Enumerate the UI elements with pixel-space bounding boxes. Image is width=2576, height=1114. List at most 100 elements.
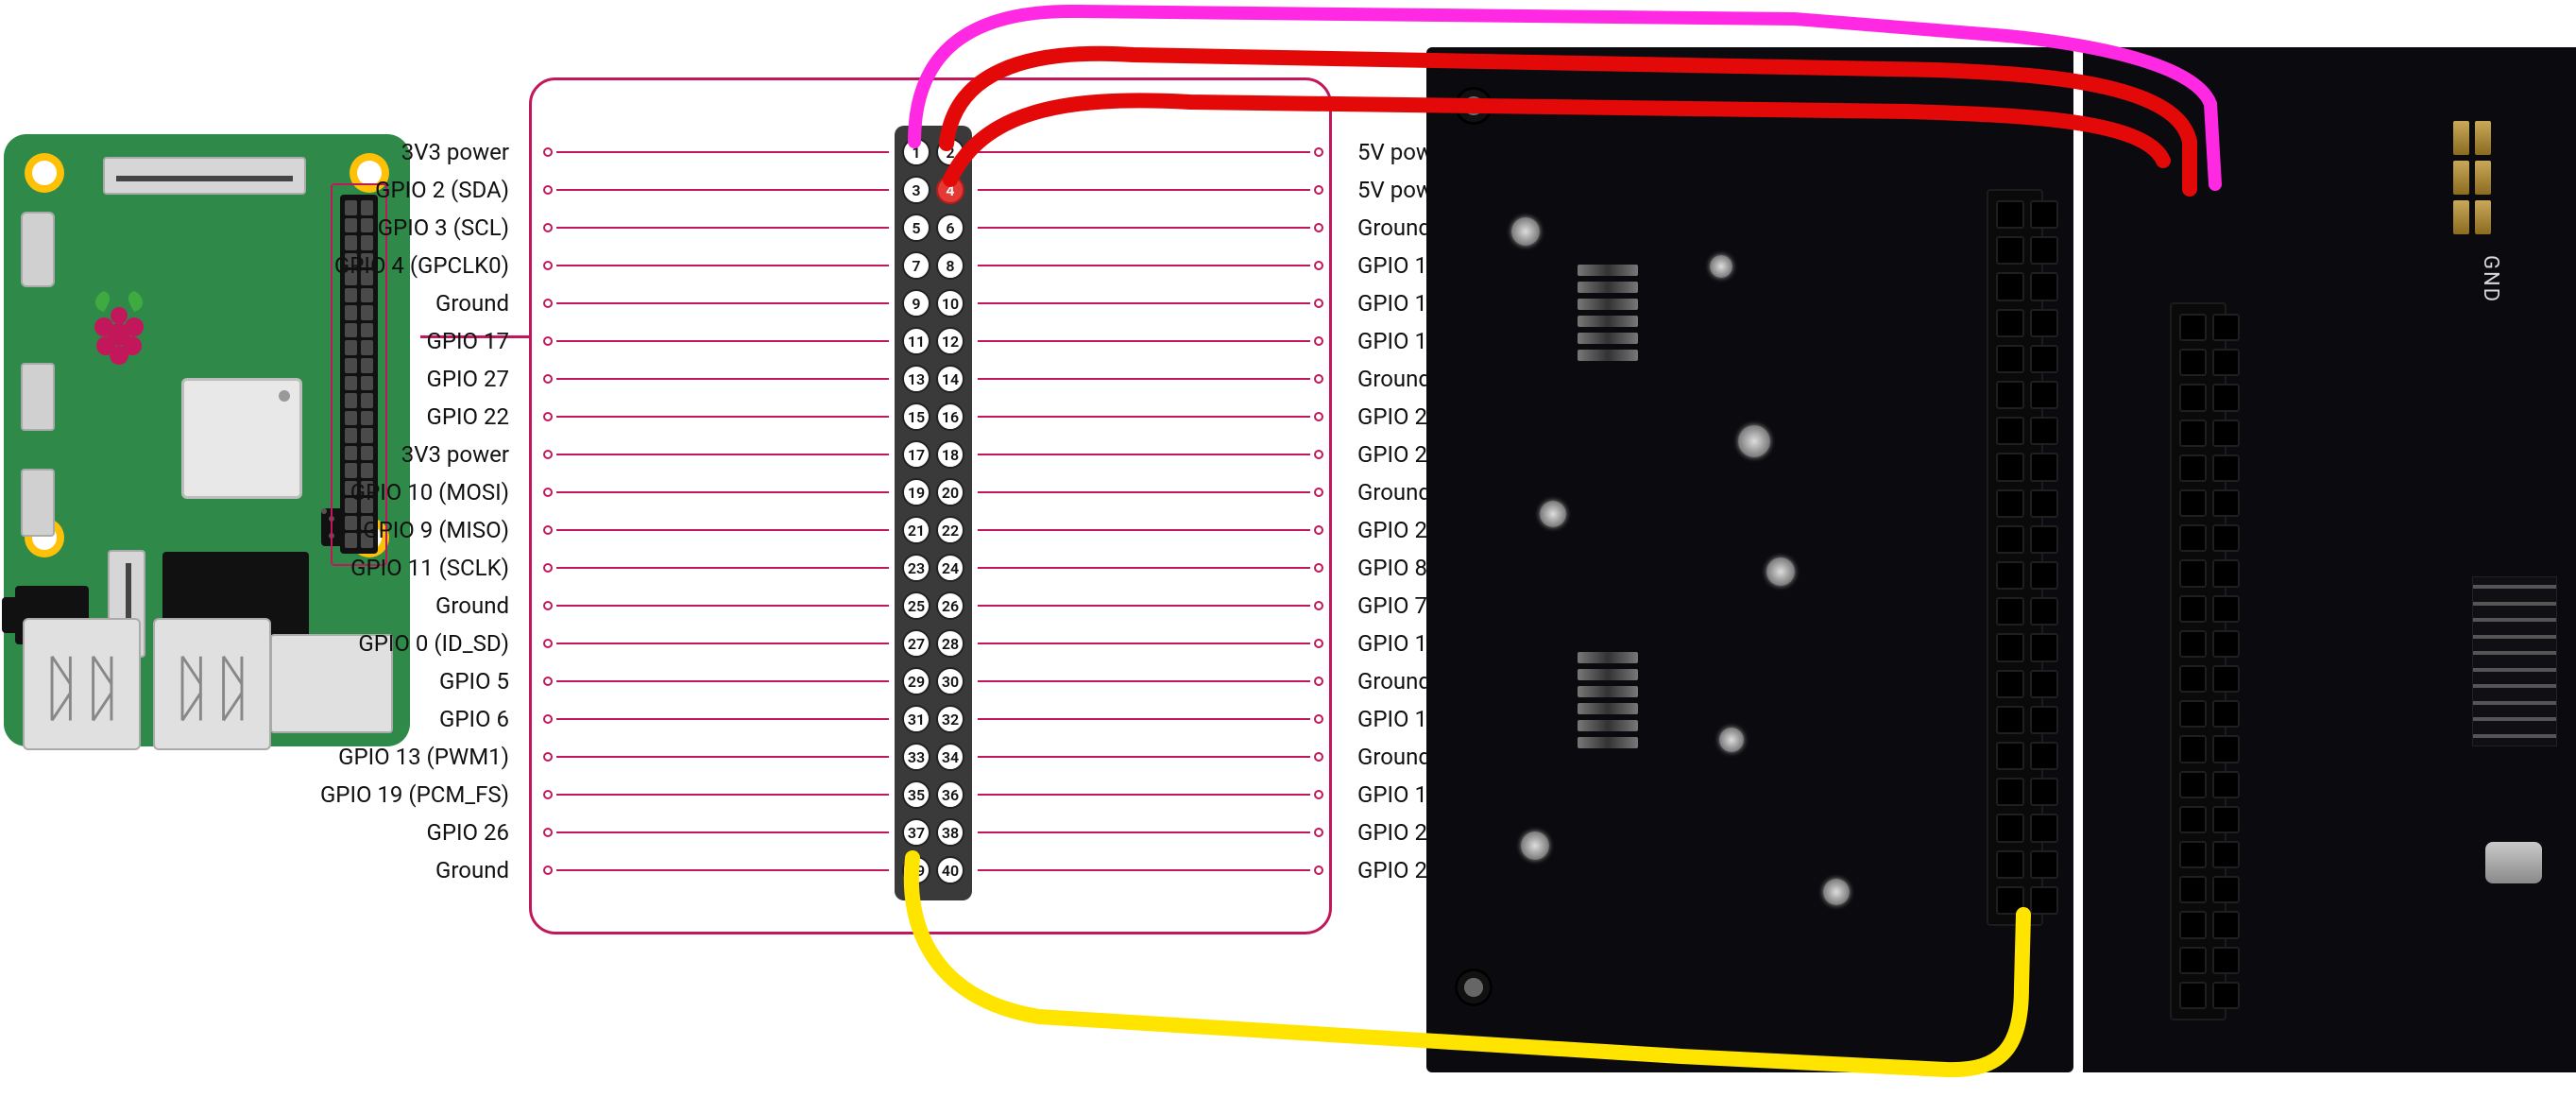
solder-blob-icon xyxy=(1521,831,1549,860)
pin-circle: 32 xyxy=(936,705,964,733)
pin-circle: 35 xyxy=(902,780,930,809)
pin-row: GPIO 0 (ID_SD)2728GPIO 1 (ID_SC) xyxy=(895,625,972,662)
pin-circle: 3 xyxy=(902,176,930,204)
mount-hole-icon xyxy=(1455,87,1493,125)
pin-label-left: GPIO 6 xyxy=(439,706,509,732)
pin-circle: 23 xyxy=(902,554,930,582)
target-pcb-main xyxy=(1426,47,2073,1072)
pin-label-left: GPIO 10 (MOSI) xyxy=(350,479,509,506)
pin-label-left: GPIO 4 (GPCLK0) xyxy=(334,252,509,279)
usb-port-icon xyxy=(23,618,141,750)
pin-circle: 14 xyxy=(936,365,964,393)
ic-chip-icon xyxy=(2472,576,2557,746)
pin-circle: 13 xyxy=(902,365,930,393)
pinout-rows: 3V3 power125V powerGPIO 2 (SDA)345V powe… xyxy=(895,133,972,889)
pin-circle: 18 xyxy=(936,440,964,469)
pin-label-left: GPIO 27 xyxy=(427,366,509,392)
solder-blob-icon xyxy=(1540,501,1566,527)
pin-label-left: GPIO 13 (PWM1) xyxy=(338,744,509,770)
pin-circle: 17 xyxy=(902,440,930,469)
pin-circle: 15 xyxy=(902,403,930,431)
pin-circle: 30 xyxy=(936,667,964,695)
soc-chip-icon xyxy=(181,378,302,499)
pin-row: GPIO 10 (MOSI)1920Ground xyxy=(895,473,972,511)
pin-circle: 11 xyxy=(902,327,930,355)
usb-port-icon xyxy=(153,618,271,750)
pin-circle: 16 xyxy=(936,403,964,431)
smd-cluster-icon xyxy=(1578,265,1638,361)
usb-c-port-icon xyxy=(21,212,55,287)
pin-circle: 5 xyxy=(902,214,930,242)
gnd-silk-label: GND xyxy=(2479,255,2502,303)
pin-label-left: GPIO 3 (SCL) xyxy=(378,214,509,241)
female-header-main xyxy=(1987,189,2043,926)
pin-circle: 6 xyxy=(936,214,964,242)
pin-row: Ground2526GPIO 7 (CE1) xyxy=(895,587,972,625)
pin-label-left: GPIO 5 xyxy=(439,668,509,694)
pin-row: GPIO 4 (GPCLK0)78GPIO 14 (TXD) xyxy=(895,247,972,284)
micro-hdmi-port-icon xyxy=(21,363,55,431)
pin-row: GPIO 2 (SDA)345V power xyxy=(895,171,972,209)
mount-hole-icon xyxy=(1455,968,1493,1006)
pin-row: GPIO 171112GPIO 18 (PCM_CLK) xyxy=(895,322,972,360)
solder-blob-icon xyxy=(1738,425,1770,457)
pin-row: Ground910GPIO 15 (RXD) xyxy=(895,284,972,322)
pin-label-right: Ground xyxy=(1357,744,1431,770)
pin-circle: 12 xyxy=(936,327,964,355)
pin-circle: 10 xyxy=(936,289,964,317)
smd-cluster-icon xyxy=(1578,652,1638,748)
pin-label-left: 3V3 power xyxy=(401,139,509,165)
pin-circle: 25 xyxy=(902,591,930,620)
pin-circle: 26 xyxy=(936,591,964,620)
pin-label-right: Ground xyxy=(1357,214,1431,241)
pin-circle: 9 xyxy=(902,289,930,317)
pin-row: GPIO 9 (MISO)2122GPIO 25 xyxy=(895,511,972,549)
pin-label-left: GPIO 22 xyxy=(427,403,509,430)
pin-circle: 34 xyxy=(936,743,964,771)
gpio-pinout-panel: 3V3 power125V powerGPIO 2 (SDA)345V powe… xyxy=(529,77,1332,934)
pin-row: GPIO 3 (SCL)56Ground xyxy=(895,209,972,247)
pin-label-left: Ground xyxy=(435,592,509,619)
pin-circle: 40 xyxy=(936,856,964,884)
pin-label-right: Ground xyxy=(1357,479,1431,506)
pin-label-left: GPIO 17 xyxy=(427,328,509,354)
pin-row: GPIO 52930Ground xyxy=(895,662,972,700)
pin-circle: 33 xyxy=(902,743,930,771)
pin-circle: 36 xyxy=(936,780,964,809)
pin-circle: 1 xyxy=(902,138,930,166)
pin-circle: 38 xyxy=(936,818,964,847)
female-header-side xyxy=(2170,302,2226,1020)
pin-label-left: Ground xyxy=(435,290,509,317)
mount-hole-icon xyxy=(25,153,64,193)
pin-label-left: GPIO 19 (PCM_FS) xyxy=(320,781,509,808)
solder-blob-icon xyxy=(1719,728,1744,752)
raspberry-pi-logo-icon xyxy=(85,285,153,370)
pin-label-left: GPIO 0 (ID_SD) xyxy=(358,630,509,657)
micro-hdmi-port-icon xyxy=(21,469,55,537)
pin-row: GPIO 63132GPIO 12 (PWM0) xyxy=(895,700,972,738)
solder-blob-icon xyxy=(1823,879,1850,905)
pin-label-right: Ground xyxy=(1357,668,1431,694)
pin-circle: 2 xyxy=(936,138,964,166)
pin-circle: 28 xyxy=(936,629,964,658)
pin-circle: 37 xyxy=(902,818,930,847)
crystal-icon xyxy=(2485,842,2542,883)
pin-row: GPIO 221516GPIO 23 xyxy=(895,398,972,436)
pin-circle: 8 xyxy=(936,251,964,280)
pin-row: GPIO 19 (PCM_FS)3536GPIO 16 xyxy=(895,776,972,814)
pin-circle: 21 xyxy=(902,516,930,544)
pin-row: GPIO 263738GPIO 20 (PCM_DIN) xyxy=(895,814,972,851)
display-connector-icon xyxy=(103,157,306,195)
pin-strip-icon xyxy=(2453,121,2491,234)
pin-label-left: GPIO 11 (SCLK) xyxy=(350,555,509,581)
raspberry-pi-board xyxy=(4,134,410,746)
pin-row: GPIO 13 (PWM1)3334Ground xyxy=(895,738,972,776)
pin-row: GPIO 11 (SCLK)2324GPIO 8 (CE0) xyxy=(895,549,972,587)
pin-label-left: GPIO 26 xyxy=(427,819,509,846)
solder-blob-icon xyxy=(1766,557,1795,586)
pin-circle: 31 xyxy=(902,705,930,733)
pin-label-right: Ground xyxy=(1357,366,1431,392)
pin-label-left: GPIO 2 (SDA) xyxy=(375,177,509,203)
pin-circle: 29 xyxy=(902,667,930,695)
pin-circle: 24 xyxy=(936,554,964,582)
